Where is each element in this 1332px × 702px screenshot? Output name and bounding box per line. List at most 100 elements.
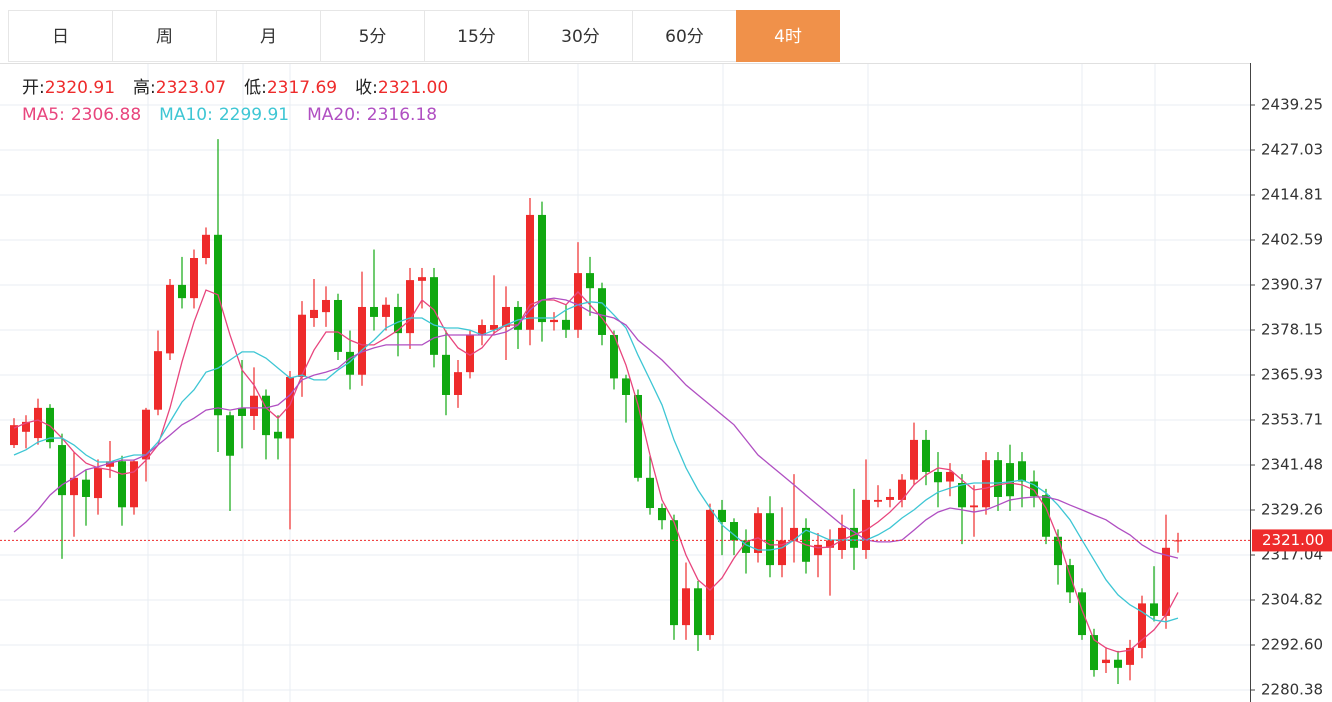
candle-body — [922, 439, 930, 472]
candle-body — [154, 351, 162, 410]
candle-body — [346, 351, 354, 375]
candle-body — [538, 214, 546, 323]
period-tab[interactable]: 30分 — [528, 10, 632, 62]
candle-body — [1066, 565, 1074, 593]
candle-body — [1018, 461, 1026, 482]
legend-label: MA5: — [22, 105, 65, 125]
candle-body — [610, 334, 618, 379]
candle-body — [418, 277, 426, 281]
candle-body — [694, 588, 702, 636]
candle-body — [850, 527, 858, 548]
period-tab[interactable]: 15分 — [424, 10, 528, 62]
candle-body — [82, 479, 90, 497]
candle-body — [94, 467, 102, 499]
candle-body — [574, 273, 582, 330]
candle-body — [310, 309, 318, 319]
candle-body — [1138, 603, 1146, 648]
candle-body — [118, 461, 126, 508]
candle-body — [238, 407, 246, 416]
candle-body — [442, 354, 450, 395]
candle-body — [1090, 635, 1098, 671]
period-tab[interactable]: 5分 — [320, 10, 424, 62]
candle-body — [946, 471, 954, 482]
candle-body — [754, 513, 762, 553]
candle-body — [214, 234, 222, 416]
candle-body — [958, 482, 966, 508]
y-tick-label: 2414.81 — [1261, 186, 1323, 204]
y-tick-label: 2402.59 — [1261, 231, 1323, 249]
candle-body — [670, 520, 678, 626]
candle-body — [646, 477, 654, 509]
legend-label: MA20: — [307, 105, 361, 125]
candle-body — [874, 499, 882, 502]
candle-body — [814, 544, 822, 556]
candle-body — [70, 477, 78, 496]
candle-body — [226, 415, 234, 456]
candle-body — [322, 299, 330, 313]
y-tick-label: 2304.82 — [1261, 591, 1323, 609]
candle-body — [34, 407, 42, 439]
price-tag — [1252, 529, 1332, 552]
candle-body — [262, 395, 270, 436]
candle-body — [598, 288, 606, 335]
candle-body — [490, 325, 498, 330]
candle-body — [778, 540, 786, 566]
y-tick-label: 2365.93 — [1261, 365, 1323, 383]
ohlc-label: 收: — [355, 78, 378, 98]
candle-body — [730, 522, 738, 541]
period-tab[interactable]: 60分 — [632, 10, 736, 62]
ohlc-value: 2320.91 — [45, 78, 115, 98]
candle-body — [478, 325, 486, 335]
candle-body — [10, 425, 18, 446]
candle-body — [274, 431, 282, 439]
candle-body — [334, 299, 342, 352]
y-tick-label: 2427.03 — [1261, 141, 1323, 159]
candle-body — [622, 378, 630, 395]
candle-body — [1102, 659, 1110, 664]
candle-body — [658, 508, 666, 521]
ma-line — [13, 297, 1179, 559]
candle-body — [454, 372, 462, 395]
period-tab[interactable]: 日 — [8, 10, 112, 62]
ma-line — [13, 289, 1179, 653]
candle-body — [406, 280, 414, 334]
candle-body — [178, 284, 186, 299]
candle-body — [886, 496, 894, 500]
ohlc-label: 低: — [244, 78, 267, 98]
candle-body — [190, 258, 198, 299]
candle-body — [898, 479, 906, 500]
candle-body — [298, 314, 306, 377]
candle-body — [358, 306, 366, 375]
candle-body — [1162, 547, 1170, 616]
candle-body — [706, 509, 714, 636]
candle-body — [370, 306, 378, 317]
ohlc-value: 2323.07 — [156, 78, 226, 98]
legend-label: MA10: — [159, 105, 213, 125]
legend-value: 2316.18 — [367, 105, 437, 125]
candle-body — [550, 319, 558, 323]
candle-body — [1042, 495, 1050, 537]
candle-body — [1030, 481, 1038, 497]
candle-body — [862, 499, 870, 551]
candle-body — [634, 394, 642, 478]
candle-body — [1150, 603, 1158, 616]
candle-body — [1054, 536, 1062, 566]
candle-body — [826, 540, 834, 548]
candle-body — [382, 304, 390, 317]
ohlc-value: 2317.69 — [267, 78, 337, 98]
candle-body — [1078, 592, 1086, 636]
period-tab[interactable]: 周 — [112, 10, 216, 62]
candle-body — [1126, 647, 1134, 665]
candle-body — [1114, 659, 1122, 668]
candle-body — [970, 505, 978, 508]
candle-body — [502, 306, 510, 327]
period-tab[interactable]: 月 — [216, 10, 320, 62]
candle-body — [994, 460, 1002, 497]
vertical-grid — [147, 64, 1156, 702]
ma-line — [13, 301, 1179, 623]
period-tab[interactable]: 4时 — [736, 10, 840, 62]
ohlc-label: 高: — [133, 78, 156, 98]
candle-body — [790, 527, 798, 541]
